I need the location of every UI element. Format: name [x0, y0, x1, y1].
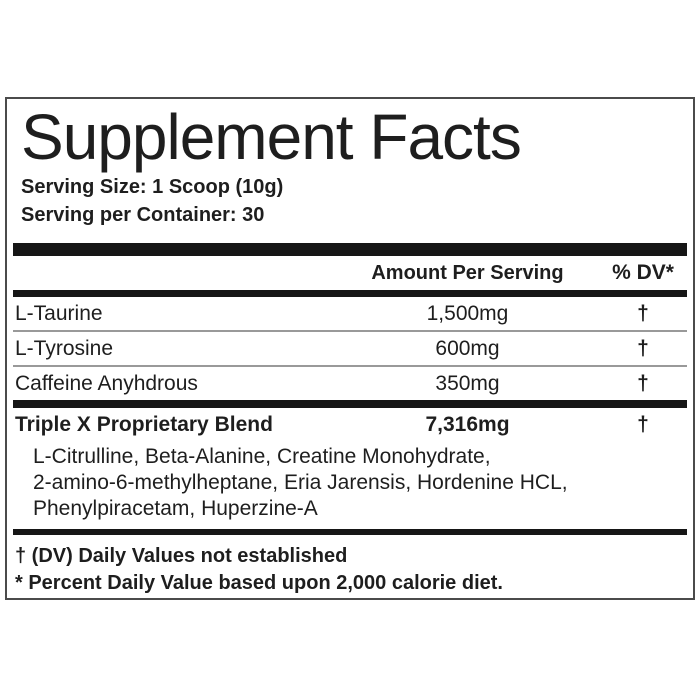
- dagger-symbol: †: [637, 413, 649, 436]
- table-row-caffeine: Caffeine Anyhdrous 350mg †: [13, 365, 687, 400]
- column-header-amount: Amount Per Serving: [371, 261, 564, 284]
- table-row-proprietary-blend: Triple X Proprietary Blend 7,316mg †: [13, 408, 687, 442]
- dagger-symbol: †: [637, 336, 649, 360]
- table-row-l-tyrosine: L-Tyrosine 600mg †: [13, 330, 687, 365]
- divider-thick-top: [13, 243, 687, 256]
- ingredient-name: Caffeine Anyhdrous: [15, 371, 198, 395]
- column-header-dv: % DV*: [612, 261, 674, 284]
- table-row-l-taurine: L-Taurine 1,500mg †: [13, 297, 687, 330]
- footnote-daily-values: † (DV) Daily Values not established: [15, 545, 348, 567]
- dagger-symbol: †: [637, 371, 649, 395]
- ingredient-name: L-Tyrosine: [15, 336, 114, 360]
- ingredient-amount: 600mg: [435, 336, 500, 360]
- panel-title: Supplement Facts: [21, 101, 522, 173]
- blend-name: Triple X Proprietary Blend: [15, 413, 273, 436]
- divider-thick-blend: [13, 400, 687, 408]
- ingredient-amount: 350mg: [435, 371, 500, 395]
- blend-ingredients-list: L-Citrulline, Beta-Alanine, Creatine Mon…: [33, 444, 687, 522]
- blend-ingredients-line: Phenylpiracetam, Huperzine-A: [33, 497, 318, 520]
- blend-amount: 7,316mg: [425, 413, 510, 436]
- table-header-row: Amount Per Serving % DV*: [13, 256, 687, 290]
- blend-ingredients-line: 2-amino-6-methylheptane, Eria Jarensis, …: [33, 471, 568, 494]
- ingredient-name: L-Taurine: [15, 301, 103, 325]
- blend-ingredients-line: L-Citrulline, Beta-Alanine, Creatine Mon…: [33, 445, 491, 468]
- ingredient-amount: 1,500mg: [426, 301, 509, 325]
- supplement-facts-panel: Supplement Facts Serving Size: 1 Scoop (…: [5, 97, 695, 600]
- divider-medium-footer: [13, 529, 687, 535]
- serving-size: Serving Size: 1 Scoop (10g): [21, 176, 284, 198]
- dagger-symbol: †: [637, 301, 649, 325]
- servings-per-container: Serving per Container: 30: [21, 204, 265, 226]
- footnote-percent-daily-value: * Percent Daily Value based upon 2,000 c…: [15, 572, 503, 594]
- divider-medium-header: [13, 290, 687, 297]
